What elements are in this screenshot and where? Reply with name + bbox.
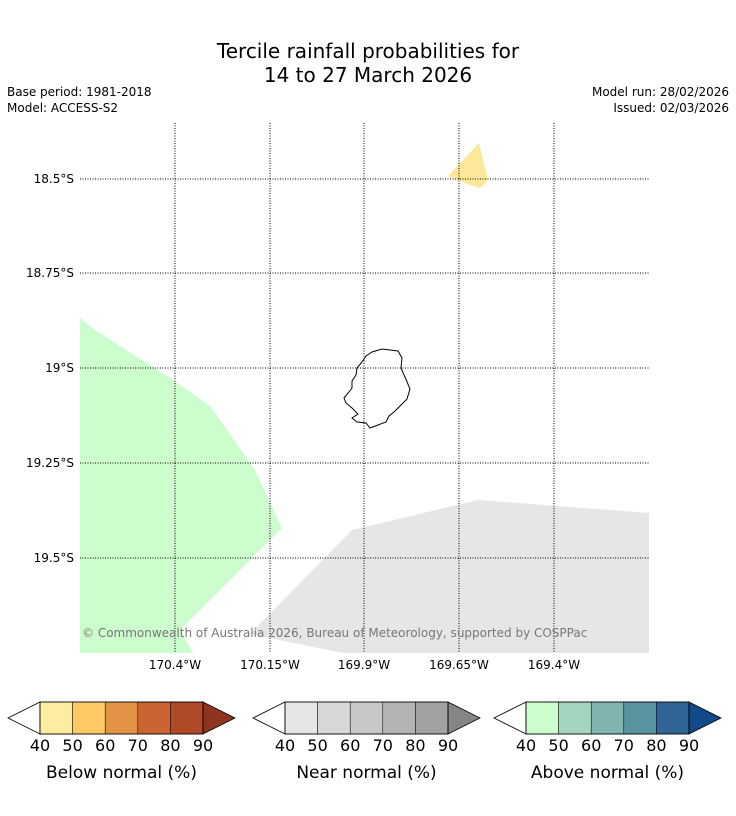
- below-normal-colorbar: 40 50 60 70 80 90 Below normal (%): [7, 701, 236, 783]
- below-normal-low-extend: [7, 701, 41, 735]
- below-normal-tick-label: 90: [193, 736, 213, 755]
- lat-label-19-5s: 19.5°S: [34, 551, 74, 565]
- below-normal-tick-label: 70: [128, 736, 148, 755]
- below-normal-region: [448, 143, 488, 188]
- lat-label-18-75s: 18.75°S: [26, 266, 74, 280]
- model-run: Model run: 28/02/2026: [591, 85, 729, 99]
- longitude-labels: 170.4°W 170.15°W 169.9°W 169.65°W 169.4°…: [149, 658, 580, 672]
- lon-label-170-4w: 170.4°W: [149, 658, 201, 672]
- colorbar-legends: 40 50 60 70 80 90 Below normal (%) 40 50 60 70 80 90…: [7, 701, 722, 783]
- base-period: Base period: 1981-2018: [7, 85, 152, 99]
- near-normal-tick-label: 50: [307, 736, 327, 755]
- graticule: [80, 123, 649, 653]
- below-normal-segment: [137, 701, 171, 735]
- below-normal-segment: [72, 701, 106, 735]
- lon-label-170-15w: 170.15°W: [240, 658, 300, 672]
- near-normal-segment: [415, 701, 449, 735]
- above-normal-segment: [656, 701, 690, 735]
- above-normal-tick-label: 90: [679, 736, 699, 755]
- near-normal-region: [250, 500, 649, 653]
- lat-label-19s: 19°S: [45, 361, 74, 375]
- lat-label-18-5s: 18.5°S: [34, 172, 74, 186]
- above-normal-label: Above normal (%): [531, 763, 684, 783]
- near-normal-tick-label: 90: [438, 736, 458, 755]
- above-normal-low-extend: [493, 701, 527, 735]
- near-normal-tick-label: 80: [405, 736, 425, 755]
- below-normal-tick-label: 50: [62, 736, 82, 755]
- below-normal-tick-label: 80: [160, 736, 180, 755]
- below-normal-high-extend: [202, 701, 236, 735]
- lon-label-169-9w: 169.9°W: [338, 658, 390, 672]
- above-normal-tick-label: 70: [614, 736, 634, 755]
- above-normal-high-extend: [688, 701, 722, 735]
- lon-label-169-65w: 169.65°W: [429, 658, 489, 672]
- above-normal-colorbar: 40 50 60 70 80 90 Above normal (%): [493, 701, 722, 783]
- near-normal-tick-label: 40: [275, 736, 295, 755]
- lon-label-169-4w: 169.4°W: [528, 658, 580, 672]
- below-normal-segment: [170, 701, 204, 735]
- near-normal-segment: [349, 701, 384, 735]
- near-normal-high-extend: [447, 701, 481, 735]
- probability-shading: [80, 143, 649, 653]
- model-name: Model: ACCESS-S2: [7, 101, 119, 115]
- below-normal-tick-label: 40: [30, 736, 50, 755]
- below-normal-segment: [104, 701, 139, 735]
- near-normal-segment: [317, 701, 351, 735]
- above-normal-segment: [590, 701, 625, 735]
- near-normal-low-extend: [252, 701, 286, 735]
- niue-coastline: [343, 348, 411, 429]
- above-normal-segment: [558, 701, 592, 735]
- issued-date: Issued: 02/03/2026: [613, 101, 729, 115]
- near-normal-segment: [382, 701, 416, 735]
- below-normal-tick-label: 60: [95, 736, 115, 755]
- above-normal-region: [80, 318, 282, 653]
- copyright-notice: © Commonwealth of Australia 2026, Bureau…: [82, 626, 587, 640]
- above-normal-tick-label: 40: [516, 736, 536, 755]
- above-normal-tick-label: 60: [581, 736, 601, 755]
- above-normal-segment: [623, 701, 657, 735]
- map-title-line1: Tercile rainfall probabilities for: [216, 39, 520, 63]
- below-normal-segment: [39, 701, 73, 735]
- lat-label-19-25s: 19.25°S: [26, 456, 74, 470]
- near-normal-segment: [284, 701, 318, 735]
- near-normal-label: Near normal (%): [296, 763, 436, 783]
- near-normal-tick-label: 70: [373, 736, 393, 755]
- above-normal-tick-label: 80: [646, 736, 666, 755]
- map-title-line2: 14 to 27 March 2026: [263, 63, 473, 87]
- above-normal-segment: [525, 701, 559, 735]
- below-normal-label: Below normal (%): [46, 763, 197, 783]
- near-normal-tick-label: 60: [340, 736, 360, 755]
- above-normal-tick-label: 50: [548, 736, 568, 755]
- latitude-labels: 18.5°S 18.75°S 19°S 19.25°S 19.5°S: [26, 172, 74, 565]
